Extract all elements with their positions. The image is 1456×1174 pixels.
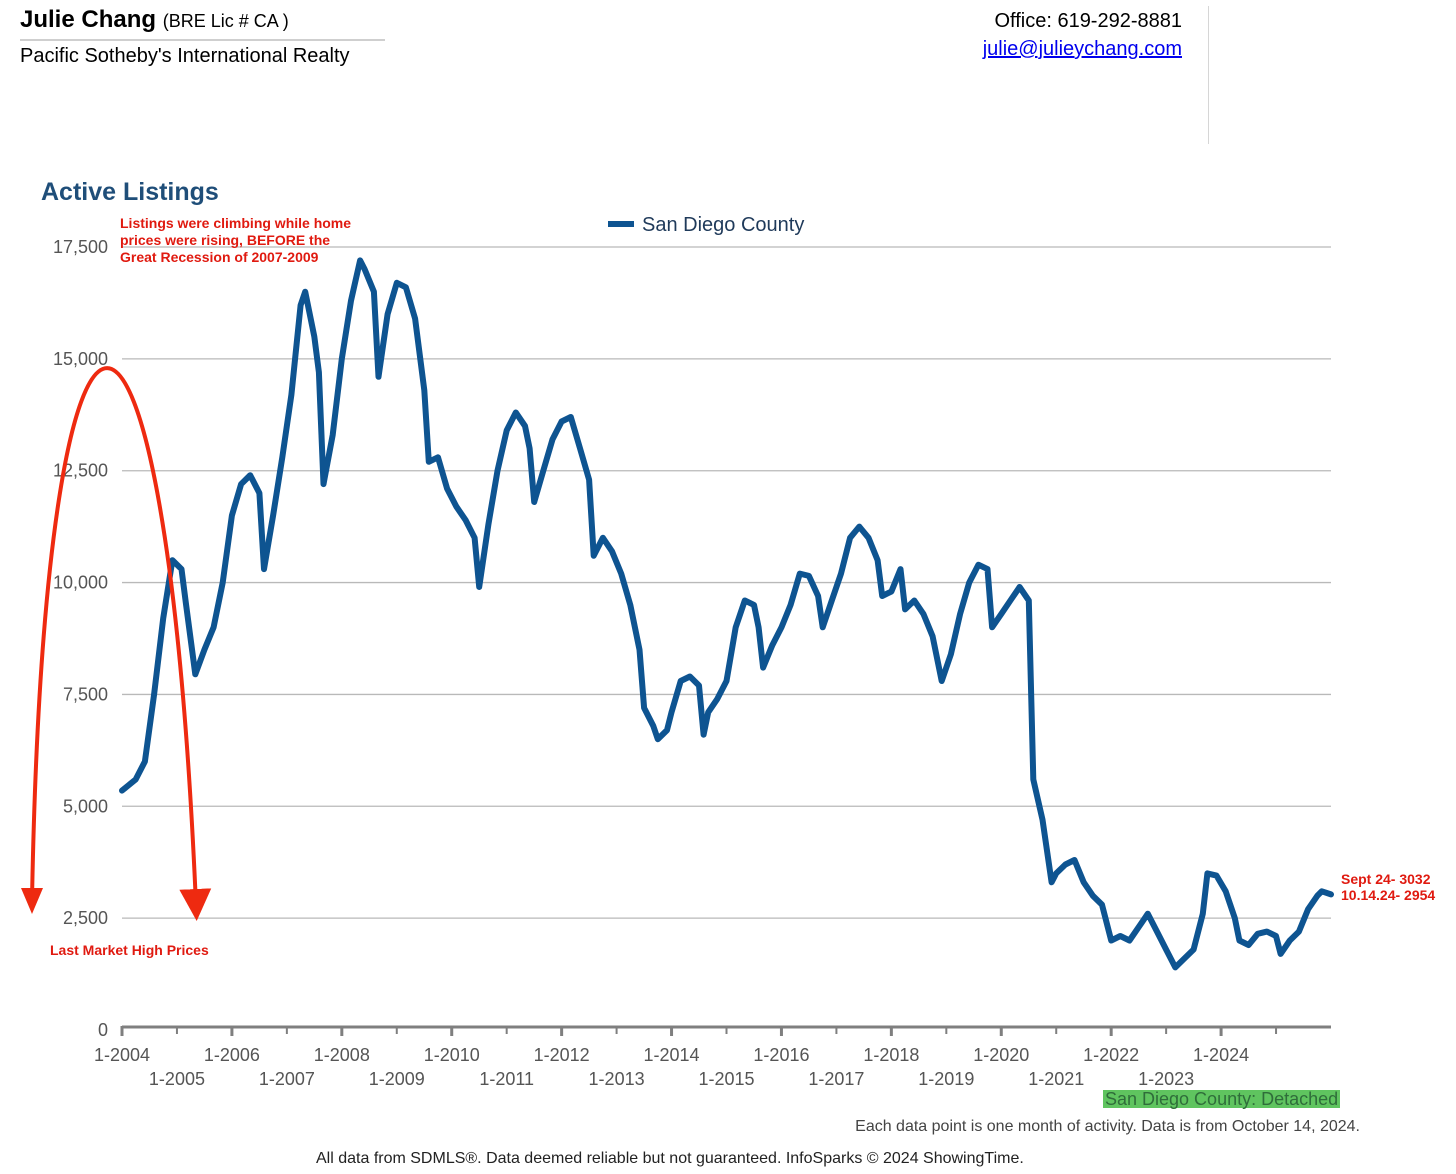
x-tick-label: 1-2022: [1083, 1045, 1139, 1065]
x-tick-label: 1-2020: [973, 1045, 1029, 1065]
footer-disclaimer: All data from SDMLS®. Data deemed reliab…: [316, 1150, 1024, 1167]
chart-legend: San Diego County: [608, 214, 804, 237]
x-tick-label: 1-2014: [644, 1045, 700, 1065]
annotations-layer: Listings were climbing while homeprices …: [50, 215, 1435, 958]
x-tick-label: 1-2008: [314, 1045, 370, 1065]
y-tick-label: 10,000: [53, 573, 108, 593]
annotation-last-high: Last Market High Prices: [50, 942, 209, 958]
x-tick-label: 1-2013: [589, 1069, 645, 1089]
source-tag: San Diego County: Detached: [1103, 1089, 1341, 1109]
y-tick-label: 17,500: [53, 237, 108, 257]
email-link[interactable]: julie@julieychang.com: [982, 38, 1182, 60]
header-divider: [20, 39, 385, 41]
x-tick-label: 1-2023: [1138, 1069, 1194, 1089]
brokerage-name: Pacific Sotheby's International Realty: [20, 45, 350, 67]
x-tick-label: 1-2021: [1028, 1069, 1084, 1089]
x-tick-label: 1-2010: [424, 1045, 480, 1065]
x-tick-label: 1-2007: [259, 1069, 315, 1089]
x-tick-label: 1-2015: [698, 1069, 754, 1089]
x-tick-label: 1-2006: [204, 1045, 260, 1065]
annotation-top-line: Great Recession of 2007-2009: [120, 249, 319, 265]
footer-monthly-note: Each data point is one month of activity…: [855, 1118, 1360, 1135]
y-tick-label: 5,000: [63, 796, 108, 816]
x-axis: 1-2004 1-2006 1-2008 1-2010 1-2012 1-2014 1-20…: [94, 1025, 1331, 1089]
y-tick-label: 2,500: [63, 908, 108, 928]
y-tick-label: 15,000: [53, 349, 108, 369]
series-line-san-diego-county: [119, 257, 1334, 971]
legend-label: San Diego County: [642, 214, 805, 236]
annotation-end-value: 10.14.24- 2954: [1341, 887, 1435, 903]
y-tick-label: 7,500: [63, 684, 108, 704]
x-tick-label: 1-2016: [753, 1045, 809, 1065]
agent-name-line: Julie Chang (BRE Lic # CA ): [20, 6, 289, 34]
annotation-top-line: Listings were climbing while home: [120, 215, 351, 231]
office-phone: Office: 619-292-8881: [994, 10, 1182, 32]
x-tick-label: 1-2005: [149, 1069, 205, 1089]
x-tick-label: 1-2004: [94, 1045, 150, 1065]
x-tick-label: 1-2012: [534, 1045, 590, 1065]
x-tick-label: 1-2018: [863, 1045, 919, 1065]
annotation-top-line: prices were rising, BEFORE the: [120, 232, 330, 248]
agent-name: Julie Chang: [20, 6, 157, 33]
arrow-left-head: [21, 888, 43, 914]
x-tick-label: 1-2011: [479, 1069, 534, 1089]
arc-arrow-annotation: [30, 366, 212, 921]
annotation-end-value: Sept 24- 3032: [1341, 871, 1431, 887]
x-tick-label: 1-2009: [369, 1069, 425, 1089]
legend-swatch: [608, 220, 634, 227]
header-vertical-divider: [1208, 6, 1209, 144]
x-tick-label: 1-2024: [1193, 1045, 1249, 1065]
license-number: (BRE Lic # CA ): [162, 11, 289, 31]
gridlines: [122, 246, 1331, 919]
y-tick-label: 0: [98, 1020, 108, 1040]
chart-title: Active Listings: [41, 178, 219, 206]
x-tick-label: 1-2019: [918, 1069, 974, 1089]
x-tick-label: 1-2017: [808, 1069, 864, 1089]
